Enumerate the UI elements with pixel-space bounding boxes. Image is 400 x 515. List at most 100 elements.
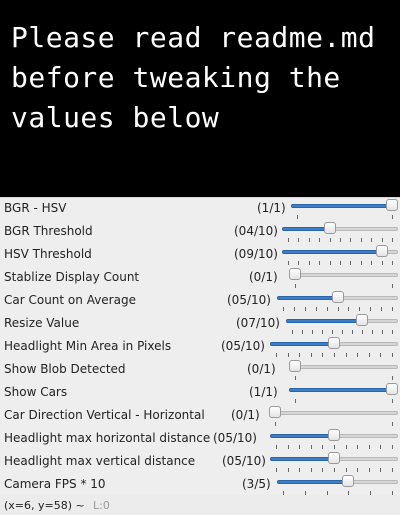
slider-tick — [357, 468, 358, 472]
slider-tick — [392, 238, 393, 242]
slider-handle[interactable] — [328, 429, 340, 441]
trackbar-row: Stablize Display Count (0/1) — [0, 267, 400, 290]
slider-tick — [295, 376, 296, 380]
slider-handle[interactable] — [386, 383, 398, 395]
trackbar-slider[interactable] — [277, 474, 398, 497]
cursor-coordinates: (x=6, y=58) ~ — [4, 499, 85, 512]
trackbar-slider[interactable] — [270, 451, 398, 474]
slider-handle[interactable] — [289, 360, 301, 372]
slider-tick — [380, 468, 381, 472]
slider-tick — [392, 422, 393, 426]
slider-tick — [309, 261, 310, 265]
slider-tick — [292, 330, 293, 334]
trackbar-row: BGR - HSV (1/1) — [0, 198, 400, 221]
trackbar-slider[interactable] — [289, 359, 398, 382]
slider-tick — [322, 330, 323, 334]
slider-tick — [371, 261, 372, 265]
slider-tick — [311, 353, 312, 357]
slider-tick — [392, 376, 393, 380]
slider-tick — [371, 238, 372, 242]
slider-tick — [348, 307, 349, 311]
slider-tick — [346, 353, 347, 357]
slider-handle[interactable] — [324, 222, 336, 234]
slider-tick — [288, 353, 289, 357]
slider-tick — [305, 307, 306, 311]
slider-tick — [276, 468, 277, 472]
slider-handle[interactable] — [269, 406, 281, 418]
trackbar-slider[interactable] — [289, 267, 398, 290]
slider-tick — [369, 445, 370, 449]
slider-tick — [382, 261, 383, 265]
slider-handle[interactable] — [328, 337, 340, 349]
slider-fill — [277, 296, 338, 300]
slider-tick — [342, 330, 343, 334]
slider-tick — [382, 330, 383, 334]
slider-tick — [392, 445, 393, 449]
slider-tick — [392, 261, 393, 265]
slider-tick — [340, 238, 341, 242]
trackbar-row: Car Direction Vertical - Horizontal (0/1) — [0, 405, 400, 428]
trackbar-slider[interactable] — [282, 221, 398, 244]
slider-tick — [338, 307, 339, 311]
trackbar-label: Camera FPS * 10 — [4, 477, 106, 491]
slider-handle[interactable] — [289, 268, 301, 280]
slider-tick — [352, 330, 353, 334]
slider-handle[interactable] — [328, 452, 340, 464]
slider-tick — [276, 445, 277, 449]
trackbar-row: Headlight max vertical distance (05/10) — [0, 451, 400, 474]
slider-tick — [380, 353, 381, 357]
slider-tick — [327, 491, 328, 495]
trackbar-slider[interactable] — [277, 290, 398, 313]
slider-fill — [270, 457, 334, 461]
slider-tick — [346, 445, 347, 449]
slider-tick — [334, 353, 335, 357]
slider-tick — [327, 307, 328, 311]
slider-tick — [322, 468, 323, 472]
slider-tick — [322, 445, 323, 449]
slider-handle[interactable] — [332, 291, 344, 303]
trackbar-slider[interactable] — [286, 313, 398, 336]
trackbar-row: Car Count on Average (05/10) — [0, 290, 400, 313]
trackbar-label: Stablize Display Count — [4, 270, 140, 284]
trackbar-value: (05/10) — [221, 339, 265, 353]
trackbar-slider[interactable] — [282, 244, 398, 267]
trackbar-slider[interactable] — [270, 336, 398, 359]
trackbar-value: (0/1) — [247, 362, 276, 376]
slider-tick — [392, 284, 393, 288]
slider-handle[interactable] — [342, 475, 354, 487]
banner-text-line-1: Please read readme.md — [11, 21, 376, 54]
trackbar-value: (3/5) — [242, 477, 271, 491]
slider-tick — [322, 353, 323, 357]
slider-tick — [350, 238, 351, 242]
slider-trough[interactable] — [289, 365, 398, 369]
trackbar-row: Resize Value (07/10) — [0, 313, 400, 336]
slider-handle[interactable] — [386, 199, 398, 211]
slider-tick — [295, 399, 296, 403]
slider-tick — [392, 215, 393, 219]
trackbar-slider[interactable] — [269, 405, 398, 428]
slider-trough[interactable] — [269, 411, 398, 415]
slider-tick — [350, 261, 351, 265]
image-display[interactable]: Please read readme.md before tweaking th… — [0, 0, 400, 197]
slider-tick — [340, 261, 341, 265]
slider-tick — [295, 284, 296, 288]
trackbar-slider[interactable] — [291, 198, 398, 221]
slider-trough[interactable] — [289, 273, 398, 277]
trackbar-value: (05/10) — [222, 454, 266, 468]
trackbar-slider[interactable] — [270, 428, 398, 451]
trackbar-slider[interactable] — [289, 382, 398, 405]
slider-tick — [346, 468, 347, 472]
trackbar-row: Show Blob Detected (0/1) — [0, 359, 400, 382]
trackbar-value: (1/1) — [249, 385, 278, 399]
slider-handle[interactable] — [376, 245, 388, 257]
slider-fill — [282, 227, 330, 231]
trackbar-label: Headlight max horizontal distance — [4, 431, 211, 445]
trackbar-row: HSV Threshold (09/10) — [0, 244, 400, 267]
slider-tick — [319, 238, 320, 242]
banner-text-line-2: before tweaking the — [11, 61, 341, 94]
slider-handle[interactable] — [356, 314, 368, 326]
slider-fill — [270, 342, 334, 346]
slider-fill — [270, 434, 334, 438]
slider-fill — [277, 480, 348, 484]
slider-tick — [372, 330, 373, 334]
